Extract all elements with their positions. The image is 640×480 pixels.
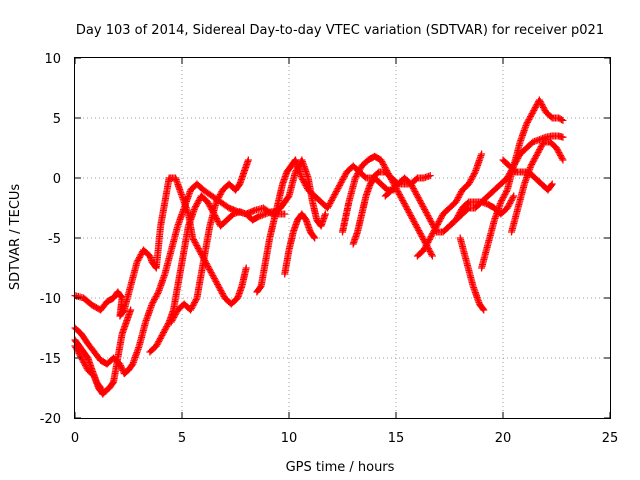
x-tick-label: 25 bbox=[602, 431, 619, 446]
y-tick-label: 10 bbox=[44, 52, 61, 67]
plot-frame bbox=[74, 57, 611, 419]
series-arc9 bbox=[167, 180, 239, 326]
series-markers bbox=[232, 156, 252, 194]
series-arc3 bbox=[71, 180, 207, 378]
y-tick-label: 5 bbox=[53, 112, 61, 127]
series-arc13 bbox=[281, 210, 319, 278]
series-markers bbox=[110, 306, 135, 386]
y-tick-label: -15 bbox=[40, 352, 61, 367]
x-tick-label: 15 bbox=[388, 431, 405, 446]
x-tick-label: 10 bbox=[281, 431, 298, 446]
x-tick-label: 0 bbox=[71, 431, 79, 446]
series-markers bbox=[456, 234, 488, 314]
series-markers bbox=[167, 180, 239, 326]
series-arc21 bbox=[508, 138, 567, 236]
series-markers bbox=[71, 180, 207, 378]
x-axis-label: GPS time / hours bbox=[286, 460, 395, 475]
series-arc2 bbox=[165, 174, 250, 308]
grid-layer bbox=[75, 58, 610, 418]
series-arc22 bbox=[499, 156, 556, 194]
series-arc20 bbox=[478, 96, 567, 272]
series-markers bbox=[165, 174, 250, 308]
series-markers bbox=[71, 342, 107, 398]
series-markers bbox=[281, 210, 319, 278]
series-arc15 bbox=[349, 174, 398, 248]
y-tick-label: -10 bbox=[40, 292, 61, 307]
series-arc18 bbox=[456, 234, 488, 314]
y-tick-label: -20 bbox=[40, 412, 61, 427]
series-layer bbox=[71, 96, 567, 398]
series-markers bbox=[349, 174, 398, 248]
y-tick-label: 0 bbox=[53, 172, 61, 187]
series-markers bbox=[253, 156, 299, 296]
y-axis-label: SDTVAR / TECUs bbox=[8, 184, 23, 291]
chart-title: Day 103 of 2014, Sidereal Day-to-day VTE… bbox=[76, 23, 604, 38]
series-markers bbox=[499, 156, 556, 194]
series-markers bbox=[508, 138, 567, 236]
x-tick-label: 20 bbox=[495, 431, 512, 446]
series-markers bbox=[339, 152, 436, 260]
y-tick-label: -5 bbox=[48, 232, 61, 247]
series-markers bbox=[413, 150, 486, 260]
series-markers bbox=[478, 96, 567, 272]
series-arc7 bbox=[71, 342, 107, 398]
series-arc17 bbox=[413, 150, 486, 260]
series-arc11 bbox=[253, 156, 299, 296]
series-arc6 bbox=[110, 306, 135, 386]
series-arc14 bbox=[339, 152, 436, 260]
series-arc10 bbox=[232, 156, 252, 194]
x-tick-label: 5 bbox=[178, 431, 186, 446]
tick-layer: 0 5 10 15 20 25 -20 -15 -10 -5 0 5 10 bbox=[40, 52, 619, 446]
